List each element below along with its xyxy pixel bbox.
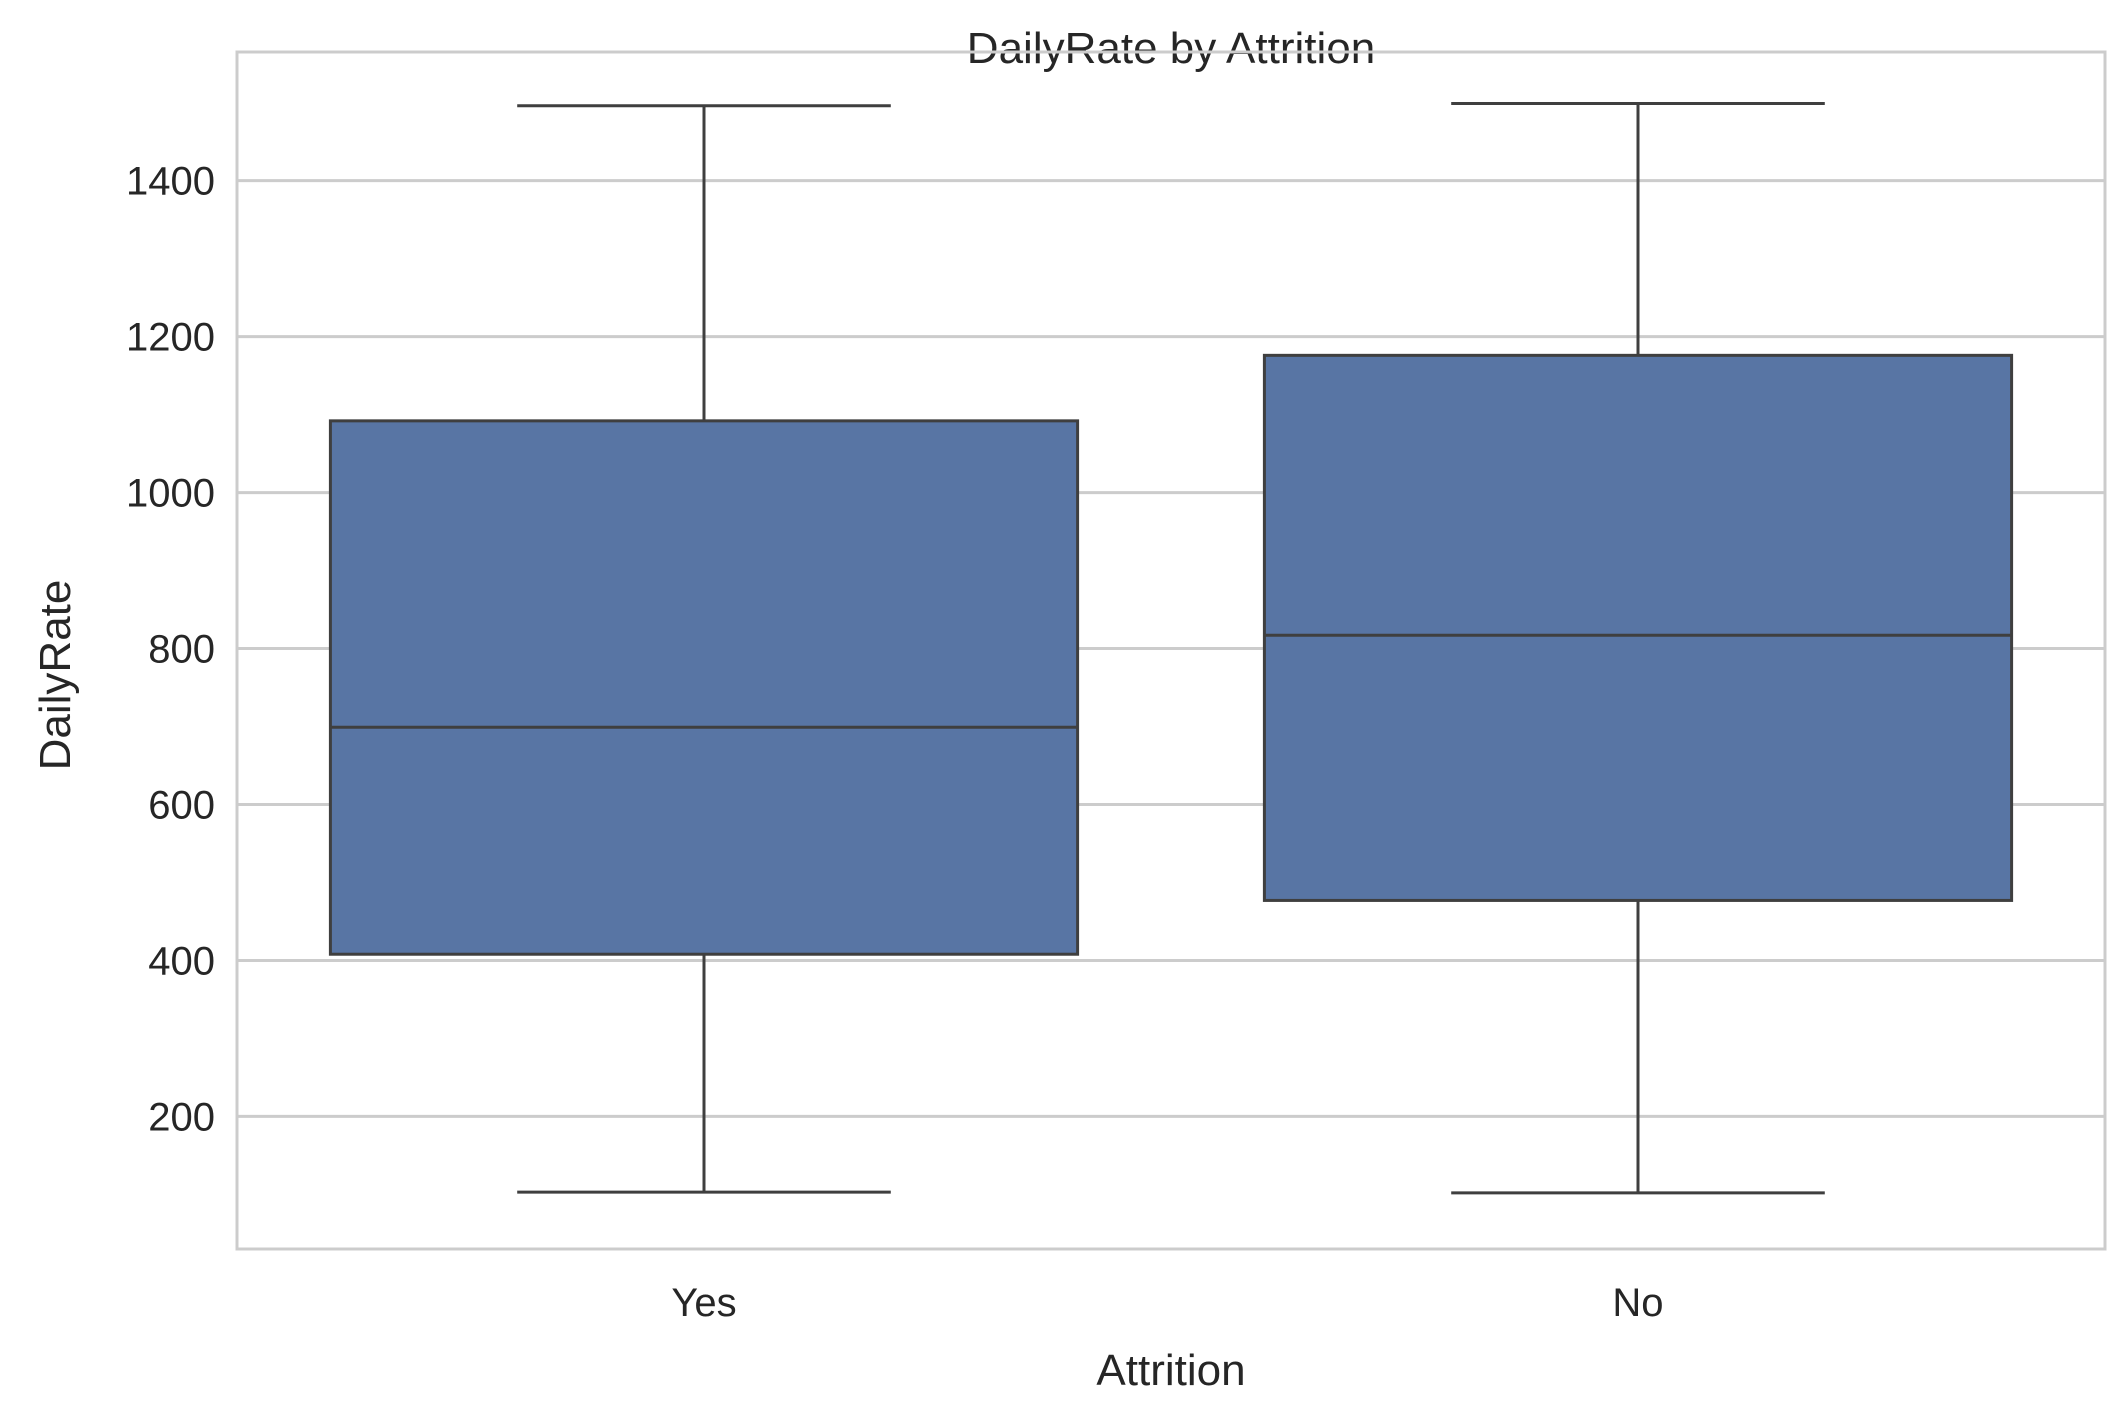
x-axis-label: Attrition xyxy=(1096,1346,1245,1395)
boxes-layer xyxy=(328,101,2014,1195)
iqr-box xyxy=(328,419,1080,956)
iqr-box xyxy=(1262,353,2014,902)
x-tick-labels: Yes No xyxy=(671,1281,1663,1325)
box-no xyxy=(1262,101,2014,1195)
plot-frame xyxy=(235,50,2107,1251)
y-tick-labels: 200 400 600 800 1000 1200 1400 xyxy=(126,160,215,1140)
box-yes xyxy=(328,104,1080,1194)
y-tick-label: 400 xyxy=(148,939,215,983)
x-tick-label: No xyxy=(1612,1281,1663,1325)
x-tick-label: Yes xyxy=(671,1281,736,1325)
y-tick-label: 800 xyxy=(148,628,215,672)
chart-title: DailyRate by Attrition xyxy=(967,24,1375,73)
y-tick-label: 1000 xyxy=(126,472,215,516)
y-tick-label: 600 xyxy=(148,784,215,828)
y-axis-label: DailyRate xyxy=(31,580,80,771)
y-tick-label: 1200 xyxy=(126,316,215,360)
y-tick-label: 200 xyxy=(148,1095,215,1139)
y-tick-label: 1400 xyxy=(126,160,215,204)
